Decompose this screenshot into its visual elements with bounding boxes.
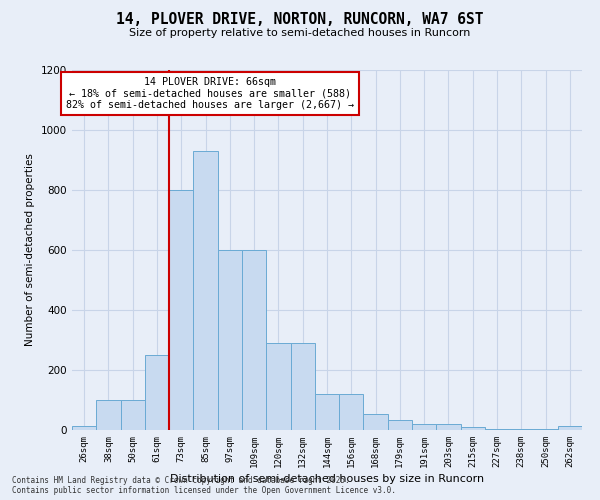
Bar: [242, 250, 266, 430]
Bar: [509, 428, 533, 430]
Bar: [388, 420, 412, 430]
Bar: [290, 343, 315, 430]
Bar: [558, 426, 582, 430]
Bar: [533, 428, 558, 430]
Bar: [436, 424, 461, 430]
Bar: [96, 400, 121, 430]
Text: Contains HM Land Registry data © Crown copyright and database right 2025.
Contai: Contains HM Land Registry data © Crown c…: [12, 476, 396, 495]
Bar: [412, 424, 436, 430]
Bar: [315, 394, 339, 430]
Bar: [145, 355, 169, 430]
Text: Size of property relative to semi-detached houses in Runcorn: Size of property relative to semi-detach…: [130, 28, 470, 38]
Y-axis label: Number of semi-detached properties: Number of semi-detached properties: [25, 154, 35, 346]
Bar: [485, 428, 509, 430]
Bar: [72, 426, 96, 430]
Bar: [121, 400, 145, 430]
Bar: [169, 190, 193, 430]
Text: 14 PLOVER DRIVE: 66sqm
← 18% of semi-detached houses are smaller (588)
82% of se: 14 PLOVER DRIVE: 66sqm ← 18% of semi-det…: [66, 77, 354, 110]
Bar: [218, 250, 242, 430]
Bar: [364, 414, 388, 430]
Text: 14, PLOVER DRIVE, NORTON, RUNCORN, WA7 6ST: 14, PLOVER DRIVE, NORTON, RUNCORN, WA7 6…: [116, 12, 484, 28]
Bar: [461, 427, 485, 430]
Bar: [266, 343, 290, 430]
Bar: [193, 151, 218, 430]
X-axis label: Distribution of semi-detached houses by size in Runcorn: Distribution of semi-detached houses by …: [170, 474, 484, 484]
Bar: [339, 394, 364, 430]
